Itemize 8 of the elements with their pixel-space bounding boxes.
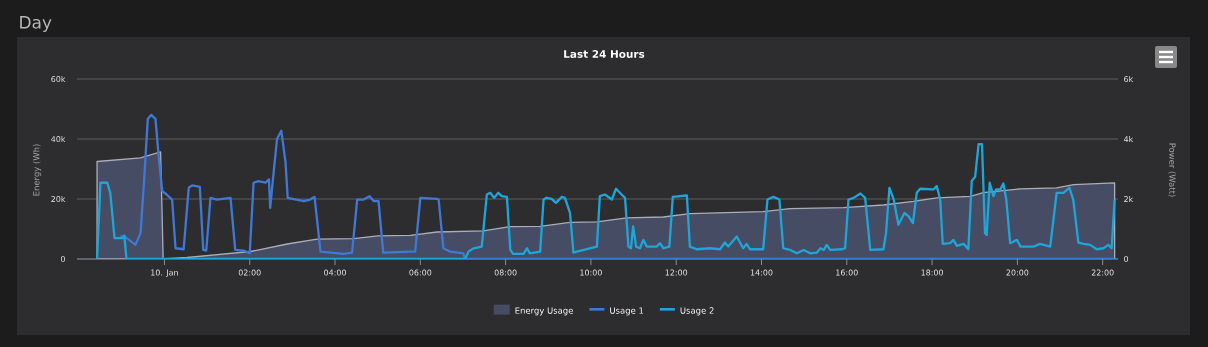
y2-axis-title: Power (Watt) <box>1168 143 1176 197</box>
chart-title: Day <box>20 16 52 32</box>
legend-label: Energy Usage <box>515 307 573 316</box>
y-axis-title: Energy (Wh) <box>32 144 42 196</box>
line-series <box>119 113 1116 259</box>
legend-label: Usage 2 <box>680 307 714 316</box>
legend-label: Usage 1 <box>610 307 644 316</box>
chart-subtitle: Last 24 Hours <box>564 50 645 58</box>
